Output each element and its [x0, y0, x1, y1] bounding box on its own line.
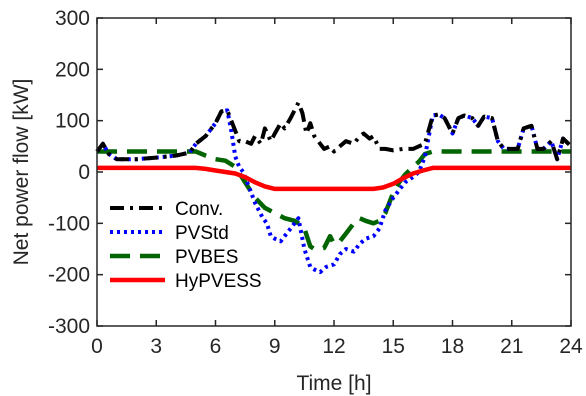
- legend-label-pvstd: PVStd: [175, 223, 229, 244]
- x-tick-label: 12: [322, 335, 345, 358]
- series-line-pvbes: [97, 149, 571, 252]
- plot-area: [97, 18, 571, 326]
- legend-label-hypvess: HyPVESS: [175, 271, 262, 292]
- x-tick-label: 9: [269, 335, 281, 358]
- legend-label-pvbes: PVBES: [175, 247, 238, 268]
- x-tick-label: 21: [500, 335, 523, 358]
- series-layer: [95, 100, 573, 275]
- y-axis-title: Net power flow [kW]: [10, 79, 33, 266]
- y-tick-label: 100: [55, 110, 90, 133]
- legend-label-conv: Conv.: [175, 199, 223, 220]
- y-tick-label: 0: [78, 161, 90, 184]
- series-line-hypvess: [97, 165, 571, 192]
- x-tick-label: 15: [382, 335, 405, 358]
- x-tick-label: 6: [210, 335, 222, 358]
- y-tick-label: -300: [48, 315, 90, 338]
- x-tick-label: 24: [559, 335, 583, 358]
- series-line-pvstd: [95, 108, 573, 275]
- legend: Conv. PVStd PVBES HyPVESS: [110, 199, 262, 292]
- x-axis-title: Time [h]: [296, 372, 371, 395]
- x-tick-label: 0: [91, 335, 103, 358]
- x-tick-label: 3: [150, 335, 162, 358]
- y-tick-label: 200: [55, 58, 90, 81]
- y-tick-label: -200: [48, 264, 90, 287]
- x-tick-label: 18: [441, 335, 464, 358]
- ticks-layer: 0 3 6 9 12 15 18 21 24 -300 -200 -100 0 100 200 300: [48, 7, 583, 358]
- y-tick-label: 300: [55, 7, 90, 30]
- y-tick-label: -100: [48, 212, 90, 235]
